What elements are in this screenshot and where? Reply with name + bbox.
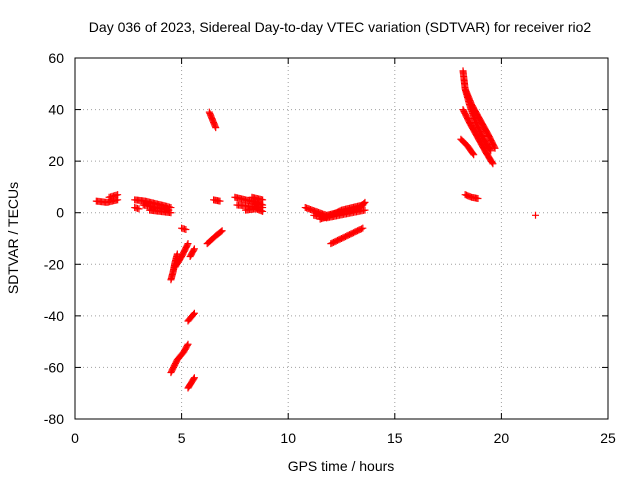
data-point-marker (489, 160, 497, 168)
data-point-marker (183, 241, 191, 249)
data-point-marker (182, 225, 190, 233)
data-point-marker (357, 225, 365, 233)
y-tick-label: 20 (48, 153, 64, 169)
data-point-marker (184, 340, 192, 348)
data-point-marker (491, 144, 499, 152)
data-point-marker (259, 196, 267, 204)
data-point-marker (217, 228, 225, 236)
x-axis-label: GPS time / hours (288, 458, 395, 474)
data-point-marker (216, 197, 224, 205)
x-tick-label: 20 (494, 430, 510, 446)
data-points (92, 67, 540, 392)
data-point-marker (359, 201, 367, 209)
data-point-marker (361, 206, 369, 214)
y-tick-label: -40 (44, 308, 64, 324)
y-tick-label: -60 (44, 359, 64, 375)
plot-frame (74, 57, 609, 420)
chart-title: Day 036 of 2023, Sidereal Day-to-day VTE… (89, 19, 592, 35)
y-tick-label: 0 (56, 205, 64, 221)
data-point-marker (218, 227, 226, 235)
y-tick-label: -20 (44, 256, 64, 272)
x-tick-label: 15 (387, 430, 403, 446)
data-point-marker (135, 205, 143, 213)
y-tick-label: -80 (44, 411, 64, 427)
data-point-marker (532, 211, 540, 219)
data-point-marker (190, 374, 198, 382)
data-point-marker (183, 342, 191, 350)
data-point-marker (189, 310, 197, 318)
data-point-marker (114, 191, 122, 199)
y-axis-label: SDTVAR / TECUs (5, 182, 21, 294)
data-point-marker (474, 195, 482, 203)
data-point-marker (470, 151, 478, 159)
data-point-marker (359, 224, 367, 232)
data-point-marker (190, 246, 198, 254)
x-tick-label: 0 (71, 430, 79, 446)
data-point-marker (190, 245, 198, 253)
data-point-marker (490, 143, 498, 151)
data-point-marker (212, 124, 220, 132)
x-tick-label: 25 (600, 430, 616, 446)
data-point-marker (167, 209, 175, 217)
y-tick-label: 40 (48, 102, 64, 118)
data-point-marker (488, 159, 496, 167)
axis-ticks (74, 57, 609, 420)
x-tick-labels: 0 5 10 15 20 25 (71, 430, 616, 446)
data-point-marker (190, 375, 198, 383)
data-point-marker (259, 207, 267, 215)
data-point-marker (469, 150, 477, 158)
data-point-marker (184, 240, 192, 248)
y-tick-label: 60 (48, 50, 64, 66)
data-point-marker (190, 309, 198, 317)
x-tick-label: 5 (178, 430, 186, 446)
x-tick-label: 10 (280, 430, 296, 446)
y-tick-labels: -80 -60 -40 -20 0 20 40 60 (44, 50, 64, 427)
